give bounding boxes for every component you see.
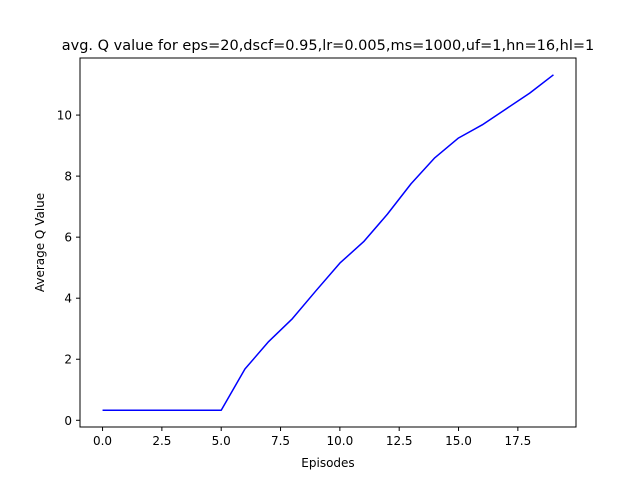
chart-title: avg. Q value for eps=20,dscf=0.95,lr=0.0… [62,38,595,54]
y-tick-label: 8 [64,170,72,184]
x-tick-label: 12.5 [386,434,413,448]
y-tick-label: 2 [64,353,72,367]
x-tick-label: 5.0 [212,434,231,448]
x-axis-label: Episodes [301,456,354,470]
x-axis-ticks: 0.0 2.5 5.0 7.5 10.0 12.5 15.0 17.5 [93,427,531,448]
x-tick-label: 2.5 [152,434,171,448]
y-tick-label: 0 [64,414,72,428]
y-axis-ticks: 0 2 4 6 8 10 [57,109,80,428]
x-tick-label: 15.0 [445,434,472,448]
x-tick-label: 7.5 [271,434,290,448]
x-tick-label: 17.5 [504,434,531,448]
y-axis-label: Average Q Value [33,193,47,292]
y-tick-label: 6 [64,231,72,245]
series-layer [102,74,554,411]
y-tick-label: 4 [64,292,72,306]
plot-area [80,58,576,427]
x-tick-label: 10.0 [327,434,354,448]
series-line-0 [102,74,554,411]
x-tick-label: 0.0 [93,434,112,448]
plot-frame [79,57,577,428]
y-tick-label: 10 [57,109,72,123]
